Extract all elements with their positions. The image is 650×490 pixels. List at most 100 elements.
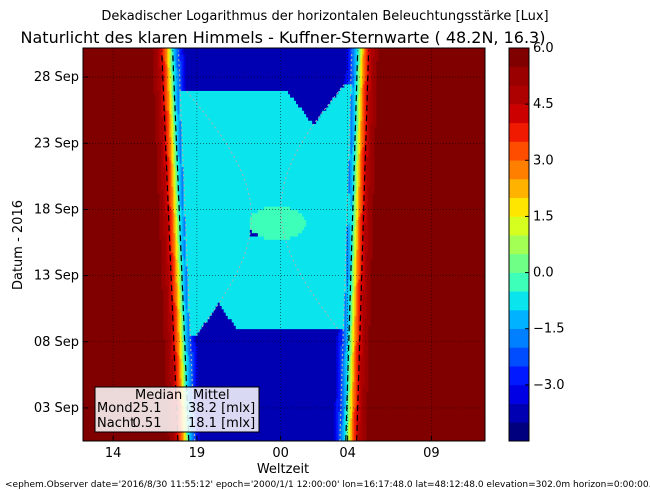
heatmap-cell — [358, 63, 361, 68]
heatmap-cell — [366, 278, 372, 283]
heatmap-cell — [350, 252, 353, 257]
heatmap-cell — [181, 123, 351, 128]
heatmap-cell — [348, 394, 351, 399]
heatmap-cell — [342, 341, 345, 346]
heatmap-cell — [360, 83, 363, 88]
heatmap-cell — [358, 311, 361, 316]
heatmap-cell — [368, 229, 374, 234]
heatmap-cell — [83, 292, 164, 297]
heatmap-cell — [348, 189, 351, 194]
heatmap-cell — [83, 80, 154, 85]
heatmap-cell — [364, 70, 368, 75]
heatmap-cell — [157, 159, 162, 164]
heatmap-cell — [181, 70, 185, 75]
heatmap-cell — [169, 179, 173, 184]
heatmap-cell — [350, 364, 353, 369]
heatmap-cell — [249, 222, 307, 227]
heatmap-cell — [362, 57, 365, 62]
heatmap-cell — [356, 427, 359, 432]
heatmap-cell — [344, 351, 347, 356]
heatmap-cell — [175, 331, 179, 336]
heatmap-cell — [364, 242, 370, 247]
heatmap-cell — [362, 292, 368, 297]
heatmap-cell — [169, 103, 173, 108]
heatmap-cell — [366, 268, 372, 273]
heatmap-cell — [354, 298, 357, 303]
heatmap-cell — [344, 83, 353, 88]
heatmap-cell — [167, 311, 173, 316]
heatmap-cell — [354, 70, 357, 75]
heatmap-cell — [364, 255, 368, 260]
heatmap-cell — [358, 179, 361, 184]
heatmap-cell — [179, 206, 183, 211]
heatmap-cell — [177, 364, 181, 369]
heatmap-cell — [356, 186, 359, 191]
heatmap-cell — [179, 345, 183, 349]
heatmap-cell — [354, 368, 357, 373]
heatmap-cell — [197, 381, 337, 386]
heatmap-cell — [372, 199, 485, 204]
heatmap-cell — [358, 341, 363, 346]
heatmap-cell — [364, 186, 368, 191]
heatmap-cell — [181, 169, 185, 174]
heatmap-cell — [350, 139, 353, 144]
heatmap-cell — [175, 295, 179, 300]
heatmap-cell — [362, 219, 368, 224]
heatmap-cell — [177, 90, 181, 95]
heatmap-cell — [191, 341, 197, 346]
heatmap-cell — [159, 93, 162, 98]
colorbar-swatch — [509, 216, 529, 236]
heatmap-cell — [183, 278, 187, 283]
heatmap-cell — [257, 232, 299, 237]
heatmap-cell — [181, 126, 351, 131]
heatmap-cell — [346, 77, 351, 82]
heatmap-cell — [354, 275, 357, 280]
heatmap-cell — [167, 318, 173, 323]
heatmap-cell — [173, 308, 177, 313]
heatmap-cell — [167, 73, 171, 78]
heatmap-cell — [336, 358, 339, 363]
heatmap-cell — [191, 368, 195, 373]
heatmap-cell — [352, 421, 355, 426]
heatmap-cell — [179, 308, 183, 313]
heatmap-cell — [179, 328, 183, 333]
heatmap-cell — [169, 209, 173, 214]
heatmap-cell — [169, 437, 175, 441]
heatmap-cell — [346, 321, 349, 326]
heatmap-cell — [187, 331, 191, 336]
heatmap-cell — [169, 139, 173, 144]
heatmap-cell — [368, 50, 372, 55]
heatmap-cell — [352, 351, 355, 356]
heatmap-cell — [364, 262, 368, 267]
heatmap-cell — [171, 381, 175, 386]
heatmap-cell — [366, 189, 370, 194]
heatmap-cell — [187, 345, 191, 349]
heatmap-cell — [83, 381, 167, 386]
heatmap-cell — [356, 206, 359, 211]
heatmap-cell — [356, 110, 359, 115]
heatmap-cell — [187, 361, 191, 366]
heatmap-cell — [358, 321, 361, 326]
heatmap-cell — [354, 209, 357, 214]
heatmap-cell — [366, 87, 372, 91]
heatmap-cell — [368, 388, 485, 392]
heatmap-cell — [185, 437, 189, 441]
heatmap-cell — [169, 70, 173, 75]
heatmap-cell — [173, 325, 177, 330]
heatmap-cell — [344, 354, 347, 359]
heatmap-cell — [199, 401, 335, 406]
heatmap-cell — [368, 219, 374, 224]
heatmap-cell — [356, 166, 359, 171]
heatmap-cell — [185, 335, 189, 340]
plot-frame — [82, 47, 486, 442]
heatmap-cell — [346, 242, 349, 247]
heatmap-cell — [83, 259, 162, 263]
heatmap-cell — [352, 239, 355, 244]
heatmap-cell — [165, 202, 171, 207]
heatmap-cell — [189, 331, 199, 336]
heatmap-cell — [171, 90, 175, 95]
heatmap-cell — [362, 265, 365, 270]
heatmap-cell — [181, 351, 185, 356]
heatmap-cell — [153, 67, 158, 72]
heatmap-cell — [352, 123, 355, 128]
